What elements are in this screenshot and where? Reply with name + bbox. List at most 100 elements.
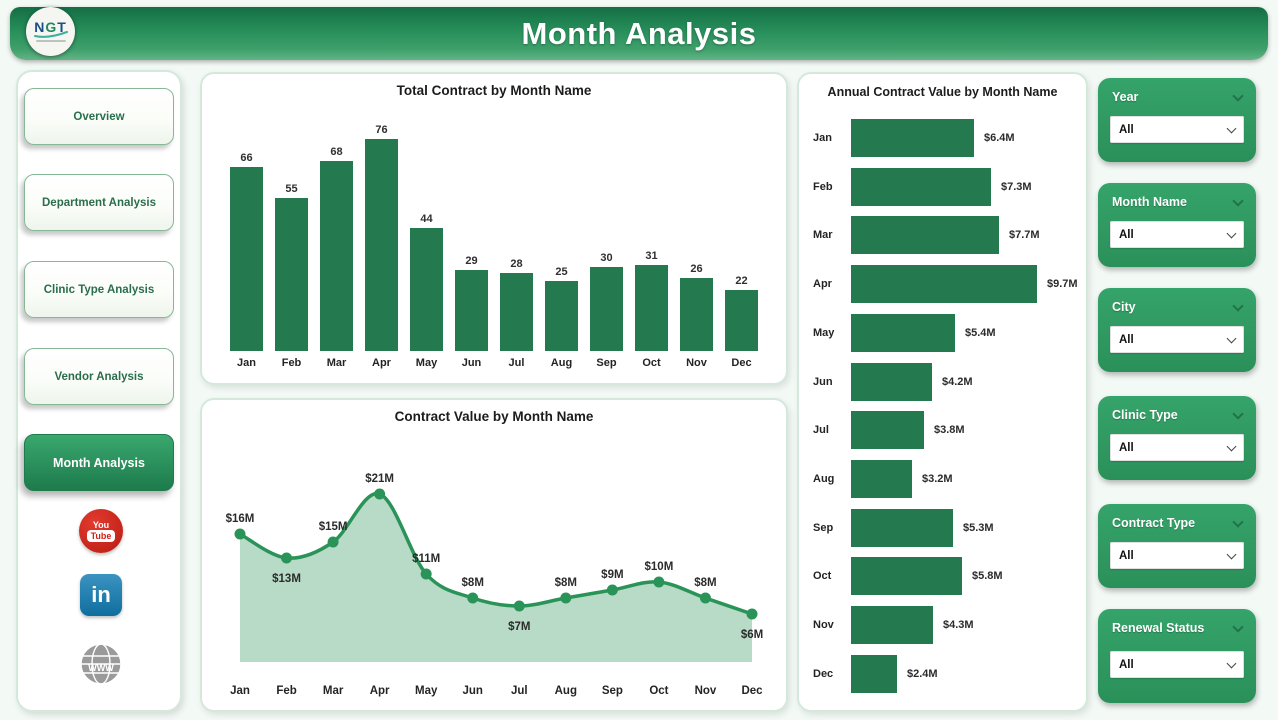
y-axis-label: Jun [813, 375, 833, 388]
hbar-nov[interactable] [851, 606, 933, 645]
hbar-apr[interactable] [851, 265, 1037, 304]
chevron-down-icon[interactable] [1232, 300, 1244, 312]
bar-dec[interactable] [725, 290, 758, 351]
bar-apr[interactable] [365, 139, 398, 351]
logo-tagline [35, 40, 66, 42]
website-globe-icon[interactable]: WWW [79, 642, 123, 686]
data-point-jul[interactable] [513, 600, 525, 612]
hbar-value-label: $5.8M [972, 570, 1003, 583]
bar-column-jan: 66 Jan [224, 118, 269, 371]
data-point-may[interactable] [420, 568, 432, 580]
youtube-icon[interactable]: You Tube [79, 509, 123, 553]
hbar-value-label: $3.8M [934, 424, 965, 437]
filter-dropdown-contract-type[interactable]: All [1110, 542, 1244, 569]
chevron-down-icon[interactable] [1232, 516, 1244, 528]
filter-dropdown-renewal-status[interactable]: All [1110, 651, 1244, 678]
bar-column-sep: 30 Sep [584, 118, 629, 371]
bar-jan[interactable] [230, 167, 263, 351]
contract-value-chart-title: Contract Value by Month Name [394, 409, 594, 424]
point-value-label: $9M [601, 569, 623, 581]
hbar-jul[interactable] [851, 411, 924, 450]
point-value-label: $11M [412, 553, 440, 565]
bar-column-jun: 29 Jun [449, 118, 494, 371]
total-contract-bar-plot: 66 Jan 55 Feb 68 Mar 76 Apr 44 May 29 Jun 28 Jul 25 Aug… [224, 118, 764, 371]
hbar-row-jan: Jan $6.4M [813, 118, 1078, 158]
hbar-value-label: $6.4M [984, 132, 1015, 144]
chevron-down-icon[interactable] [1232, 408, 1244, 420]
hbar-aug[interactable] [851, 460, 912, 499]
data-point-jan[interactable] [234, 528, 246, 540]
bar-feb[interactable] [275, 198, 308, 351]
logo-text: NGT [34, 19, 67, 35]
hbar-sep[interactable] [851, 508, 953, 547]
hbar-value-label: $4.3M [943, 619, 974, 632]
filter-label: Month Name [1112, 195, 1187, 209]
filter-selected-value: All [1119, 123, 1134, 136]
logo-swoosh-icon [33, 31, 68, 38]
chevron-down-icon[interactable] [1232, 90, 1244, 102]
filter-dropdown-month-name[interactable]: All [1110, 221, 1244, 248]
bar-oct[interactable] [635, 265, 668, 351]
contract-value-chart-card: Contract Value by Month Name $16M Jan $13M… [200, 398, 788, 712]
hbar-dec[interactable] [851, 654, 897, 693]
ngt-logo: NGT [26, 7, 75, 56]
hbar-oct[interactable] [851, 557, 962, 596]
filter-dropdown-clinic-type[interactable]: All [1110, 434, 1244, 461]
bar-column-nov: 26 Nov [674, 118, 719, 371]
nav-button-month-analysis[interactable]: Month Analysis [24, 434, 174, 491]
nav-button-clinic-type-analysis[interactable]: Clinic Type Analysis [24, 261, 174, 318]
hbar-value-label: $9.7M [1047, 278, 1078, 291]
hbar-row-mar: Mar $7.7M [813, 215, 1078, 255]
point-value-label: $15M [319, 521, 348, 533]
data-point-jun[interactable] [467, 592, 479, 604]
data-point-dec[interactable] [746, 608, 758, 620]
hbar-value-label: $7.3M [1001, 180, 1032, 193]
total-contract-chart-card: Total Contract by Month Name 66 Jan 55 Feb 6… [200, 72, 788, 385]
bar-sep[interactable] [590, 267, 623, 351]
hbar-jan[interactable] [851, 119, 974, 157]
youtube-label-top: You [92, 519, 110, 530]
y-axis-label: Dec [813, 667, 834, 680]
bar-jun[interactable] [455, 270, 488, 351]
bar-may[interactable] [410, 228, 443, 351]
nav-button-overview[interactable]: Overview [24, 88, 174, 145]
chevron-down-icon[interactable] [1232, 195, 1244, 207]
data-point-apr[interactable] [374, 488, 386, 500]
y-axis-label: Apr [813, 278, 832, 291]
bar-jul[interactable] [500, 273, 533, 351]
filter-selected-value: All [1119, 333, 1134, 346]
bar-column-jul: 28 Jul [494, 118, 539, 371]
bar-column-mar: 68 Mar [314, 118, 359, 371]
hbar-mar[interactable] [851, 216, 999, 255]
x-axis-label: Jul [508, 357, 525, 369]
hbar-jun[interactable] [851, 362, 932, 401]
hbar-may[interactable] [851, 313, 955, 352]
data-point-mar[interactable] [327, 536, 339, 548]
filter-dropdown-year[interactable]: All [1110, 116, 1244, 143]
hbar-row-feb: Feb $7.3M [813, 167, 1078, 207]
x-axis-label: Jul [511, 685, 528, 697]
bar-aug[interactable] [545, 281, 578, 351]
data-point-feb[interactable] [281, 552, 293, 564]
data-point-nov[interactable] [699, 592, 711, 604]
data-point-sep[interactable] [606, 584, 618, 596]
filter-label: Renewal Status [1112, 621, 1205, 635]
data-point-oct[interactable] [653, 576, 665, 588]
y-axis-label: Sep [813, 521, 834, 534]
bar-nov[interactable] [680, 278, 713, 351]
area-fill [240, 493, 752, 662]
bar-column-dec: 22 Dec [719, 118, 764, 371]
hbar-row-nov: Nov $4.3M [813, 605, 1078, 645]
bar-mar[interactable] [320, 161, 353, 351]
hbar-value-label: $3.2M [922, 473, 953, 486]
linkedin-icon[interactable]: in [80, 574, 122, 616]
bar-column-aug: 25 Aug [539, 118, 584, 371]
hbar-feb[interactable] [851, 167, 991, 206]
chevron-down-icon[interactable] [1232, 621, 1244, 633]
bar-value-label: 25 [555, 266, 568, 278]
nav-button-vendor-analysis[interactable]: Vendor Analysis [24, 348, 174, 405]
nav-button-department-analysis[interactable]: Department Analysis [24, 174, 174, 231]
filter-dropdown-city[interactable]: All [1110, 326, 1244, 353]
x-axis-label: Dec [741, 685, 763, 697]
data-point-aug[interactable] [560, 592, 572, 604]
